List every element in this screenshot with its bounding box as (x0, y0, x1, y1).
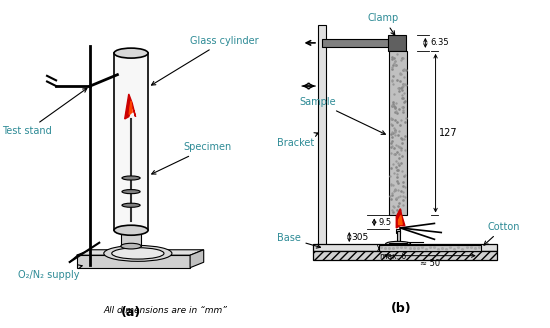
Ellipse shape (122, 203, 140, 207)
Text: (a): (a) (121, 306, 141, 319)
Ellipse shape (386, 241, 411, 246)
Polygon shape (76, 255, 190, 268)
Text: ≈ 50: ≈ 50 (420, 259, 440, 268)
Polygon shape (129, 101, 132, 114)
FancyBboxPatch shape (389, 243, 407, 247)
Ellipse shape (114, 48, 148, 58)
Ellipse shape (122, 190, 140, 194)
FancyBboxPatch shape (313, 244, 497, 251)
Text: Cotton: Cotton (484, 222, 520, 245)
Text: Sample: Sample (299, 97, 386, 134)
Polygon shape (397, 209, 405, 228)
Text: Glass cylinder: Glass cylinder (151, 36, 258, 85)
Text: Clamp: Clamp (368, 13, 399, 35)
Ellipse shape (104, 245, 172, 261)
Text: 127: 127 (439, 128, 458, 138)
FancyBboxPatch shape (322, 39, 402, 47)
FancyBboxPatch shape (318, 25, 326, 245)
Text: 6.35: 6.35 (430, 38, 448, 47)
FancyBboxPatch shape (388, 35, 406, 51)
Polygon shape (114, 53, 148, 230)
Text: Specimen: Specimen (152, 142, 232, 174)
FancyBboxPatch shape (121, 230, 141, 246)
FancyBboxPatch shape (379, 245, 481, 251)
Ellipse shape (122, 176, 140, 180)
Text: (b): (b) (391, 302, 412, 315)
Ellipse shape (114, 225, 148, 235)
Text: All dimensions are in “mm”: All dimensions are in “mm” (103, 306, 227, 315)
Ellipse shape (121, 243, 141, 249)
Ellipse shape (112, 248, 164, 259)
Ellipse shape (121, 227, 141, 233)
Text: max. 6: max. 6 (380, 252, 406, 261)
Polygon shape (399, 215, 402, 225)
Polygon shape (76, 250, 204, 255)
FancyBboxPatch shape (397, 231, 400, 244)
FancyBboxPatch shape (389, 51, 407, 215)
Text: 305: 305 (351, 233, 369, 241)
FancyBboxPatch shape (313, 251, 497, 260)
Text: 9.5: 9.5 (379, 218, 392, 227)
Text: Bracket: Bracket (277, 133, 318, 148)
Text: O₂/N₂ supply: O₂/N₂ supply (18, 265, 82, 279)
Polygon shape (125, 94, 136, 119)
FancyBboxPatch shape (396, 229, 400, 233)
Polygon shape (190, 250, 204, 268)
Text: Test stand: Test stand (2, 88, 87, 136)
Text: Base: Base (277, 233, 321, 248)
